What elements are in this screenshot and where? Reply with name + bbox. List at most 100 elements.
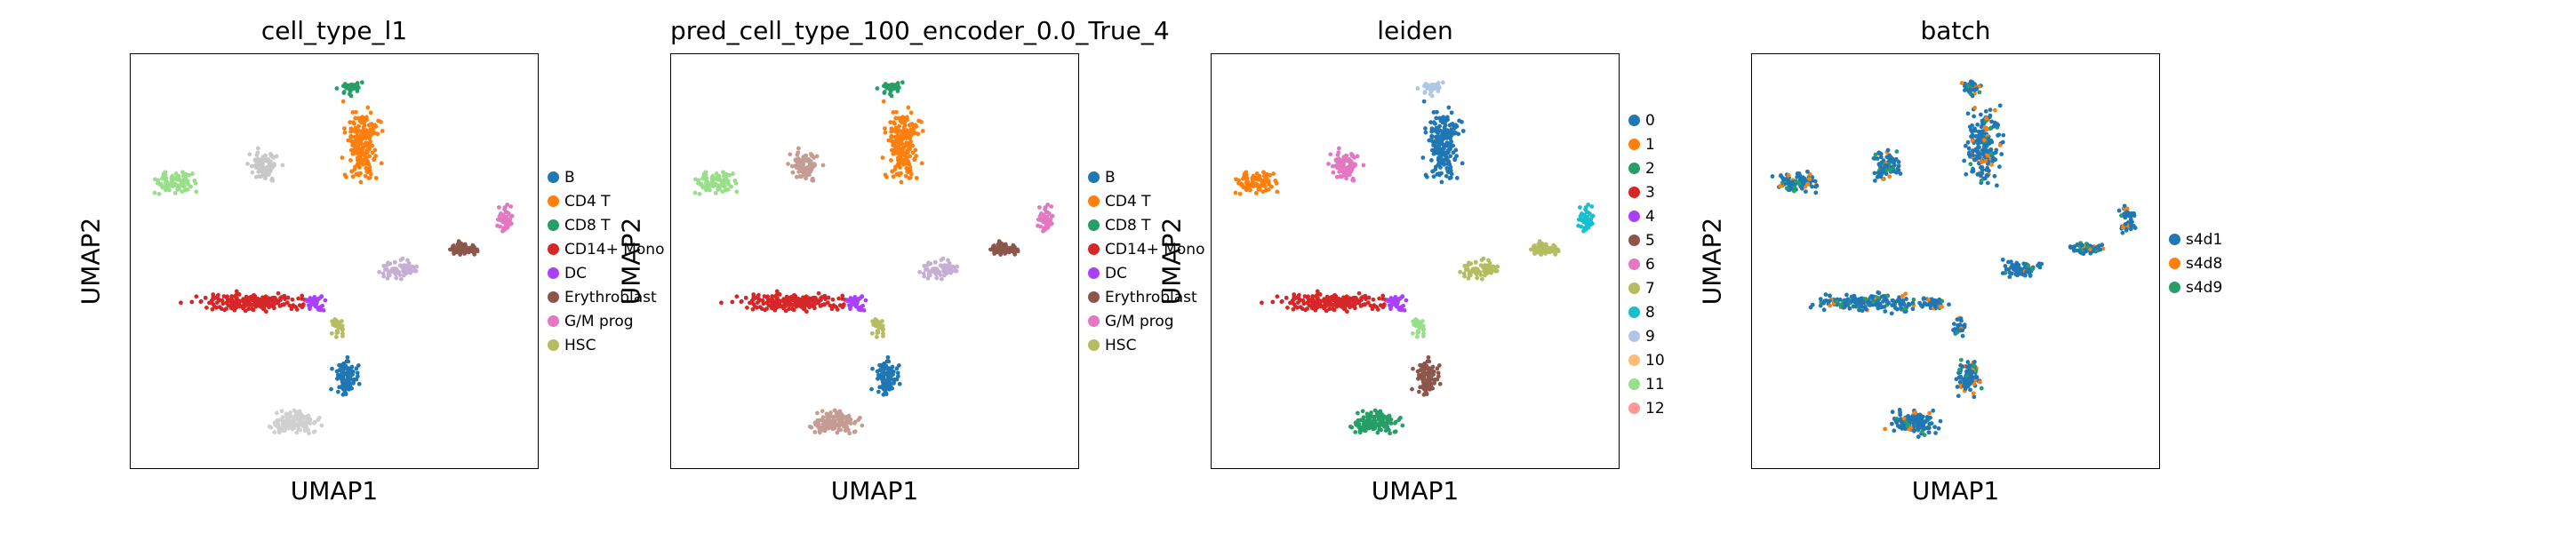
- scatter-point: [361, 125, 366, 130]
- scatter-point: [351, 379, 356, 384]
- scatter-point: [1873, 152, 1878, 157]
- scatter-point: [895, 144, 900, 149]
- scatter-point: [1996, 164, 2002, 170]
- cluster-points: [304, 294, 328, 313]
- scatter-point: [819, 298, 823, 303]
- scatter-point: [807, 305, 812, 310]
- umap-scatter: [692, 80, 1055, 436]
- scatter-point: [1931, 408, 1936, 413]
- scatter-point: [291, 420, 296, 426]
- scatter-point: [364, 149, 369, 155]
- cluster-points: [719, 289, 848, 314]
- scatter-point: [1883, 163, 1888, 169]
- scatter-point: [877, 362, 882, 368]
- scatter-point: [786, 162, 790, 166]
- umap-plot: [670, 53, 1079, 469]
- scatter-point: [1285, 305, 1290, 310]
- scatter-point: [1431, 110, 1436, 115]
- scatter-point: [760, 298, 764, 303]
- cluster-points: [2068, 241, 2106, 257]
- legend-label: 1: [1645, 135, 1655, 154]
- scatter-point: [1335, 161, 1340, 166]
- scatter-point: [711, 180, 716, 186]
- scatter-point: [1386, 417, 1390, 421]
- scatter-point: [799, 174, 804, 179]
- scatter-point: [1438, 136, 1444, 141]
- scatter-point: [252, 297, 258, 301]
- scatter-point: [296, 296, 301, 301]
- scatter-point: [274, 410, 279, 416]
- scatter-point: [1361, 421, 1366, 426]
- scatter-point: [1394, 301, 1399, 306]
- scatter-point: [847, 431, 852, 436]
- scatter-point: [708, 183, 713, 188]
- scatter-point: [703, 170, 708, 175]
- scatter-point: [263, 176, 268, 181]
- scatter-point: [354, 109, 358, 115]
- scatter-point: [1041, 212, 1046, 218]
- scatter-point: [751, 295, 756, 300]
- scatter-point: [376, 118, 380, 123]
- scatter-point: [844, 298, 850, 302]
- scatter-point: [1275, 189, 1280, 195]
- scatter-point: [1438, 139, 1444, 145]
- scatter-point: [246, 306, 252, 312]
- scatter-point: [2122, 203, 2127, 209]
- scatter-point: [164, 176, 169, 180]
- scatter-point: [214, 305, 219, 310]
- scatter-point: [1440, 132, 1445, 138]
- y-axis-label: UMAP2: [76, 217, 106, 306]
- scatter-point: [885, 379, 891, 385]
- scatter-point: [357, 136, 363, 141]
- scatter-point: [311, 429, 316, 434]
- scatter-point: [226, 303, 231, 308]
- scatter-point: [891, 151, 896, 156]
- scatter-point: [1275, 294, 1280, 299]
- scatter-point: [1419, 368, 1423, 373]
- scatter-point: [1972, 105, 1977, 110]
- legend-item: s4d9: [2169, 275, 2222, 299]
- scatter-point: [1043, 227, 1048, 232]
- scatter-point: [912, 157, 917, 163]
- scatter-point: [1872, 171, 1877, 176]
- scatter-point: [222, 307, 227, 313]
- scatter-point: [939, 276, 944, 282]
- scatter-point: [794, 174, 799, 179]
- scatter-point: [276, 424, 281, 429]
- scatter-point: [344, 359, 349, 364]
- legend-label: DC: [1105, 264, 1127, 282]
- scatter-point: [1970, 93, 1975, 99]
- scatter-point: [1897, 407, 1902, 412]
- scatter-point: [891, 86, 896, 91]
- scatter-point: [1482, 264, 1487, 269]
- scatter-point: [1448, 175, 1453, 180]
- scatter-point: [334, 330, 340, 336]
- scatter-point: [800, 161, 805, 166]
- scatter-point: [941, 269, 946, 274]
- scatter-point: [1452, 157, 1458, 163]
- scatter-point: [1421, 381, 1427, 386]
- scatter-point: [844, 421, 850, 426]
- scatter-point: [934, 275, 940, 281]
- legend-marker: [1628, 139, 1640, 150]
- legend-label: HSC: [1105, 336, 1137, 354]
- scatter-point: [1540, 248, 1546, 252]
- scatter-point: [812, 155, 816, 160]
- scatter-point: [1375, 430, 1380, 435]
- scatter-point: [1003, 242, 1008, 247]
- legend-item: s4d8: [2169, 251, 2222, 275]
- scatter-point: [1955, 385, 1960, 389]
- scatter-point: [1928, 415, 1933, 420]
- legend-label: 5: [1645, 231, 1655, 250]
- scatter-point: [841, 303, 846, 308]
- legend-marker: [548, 195, 559, 207]
- scatter-point: [1420, 319, 1425, 323]
- scatter-point: [876, 389, 881, 394]
- scatter-point: [1896, 163, 1901, 169]
- scatter-point: [348, 93, 354, 99]
- legend-marker: [1628, 378, 1640, 390]
- scatter-point: [371, 130, 376, 135]
- scatter-point: [1379, 427, 1383, 433]
- legend-marker: [2169, 258, 2180, 269]
- scatter-point: [497, 205, 501, 210]
